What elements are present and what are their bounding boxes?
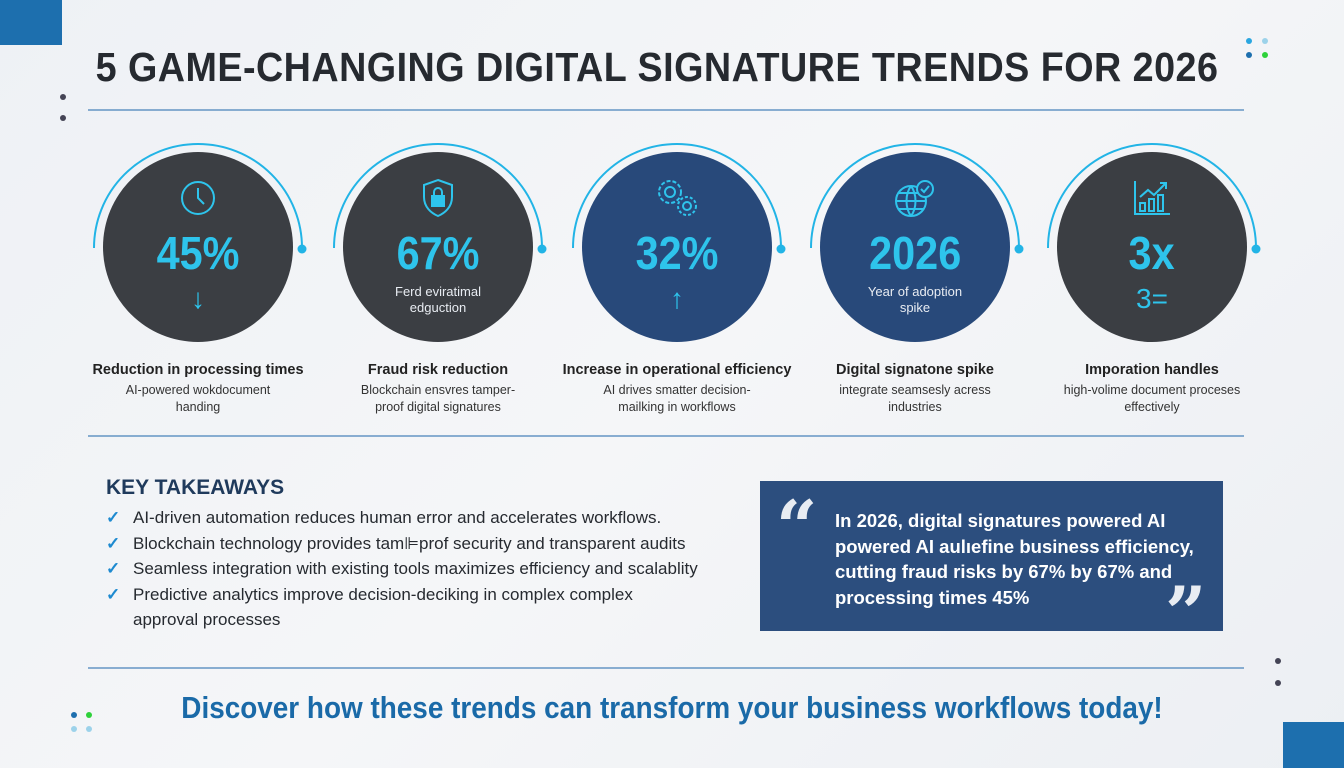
- clock-icon: [179, 178, 217, 218]
- takeaway-text: Blockchain technology provides tam⊫prof …: [133, 533, 686, 553]
- divider: [88, 667, 1244, 669]
- decor-dot: [60, 115, 66, 121]
- stat-card: 2026 Year of adoption spike Digital sign…: [795, 140, 1035, 430]
- decor-dot: [1246, 52, 1252, 58]
- progress-arc: [93, 143, 307, 254]
- stat-card: 67% Ferd eviratimal edguction Fraud risk…: [318, 140, 558, 430]
- progress-arc: [333, 143, 547, 254]
- decor-dot: [1275, 680, 1281, 686]
- corner-decoration: [1283, 722, 1344, 768]
- arc-end-dot: [1014, 244, 1024, 254]
- takeaway-text: Predictive analytics improve decision-de…: [133, 584, 633, 630]
- gears-icon: [652, 178, 702, 218]
- page-title: 5 GAME-CHANGING DIGITAL SIGNATURE TRENDS…: [95, 44, 1219, 90]
- stat-subtext: Year of adoption spike: [867, 284, 963, 315]
- takeaway-text: AI-driven automation reduces human error…: [133, 508, 662, 527]
- stat-description: AI drives smatter decision-mailking in w…: [603, 383, 751, 414]
- arc-end-dot: [537, 244, 547, 254]
- stat-value: 45%: [156, 227, 240, 279]
- bar-chart-icon: [1132, 178, 1172, 218]
- progress-arc: [810, 143, 1024, 254]
- stat-description: AI-powered wokdocument handing: [125, 383, 271, 414]
- quote-text: In 2026, digital signatures powered AI p…: [835, 510, 1194, 608]
- stat-label: Imporation handles: [1085, 362, 1219, 378]
- stat-label: Fraud risk reduction: [367, 362, 509, 378]
- decor-dot: [60, 94, 66, 100]
- arrow-down-icon: ↓: [191, 283, 205, 314]
- globe-check-icon: [893, 178, 937, 218]
- stat-value: 67%: [396, 227, 480, 279]
- stat-value: 32%: [635, 227, 719, 279]
- stat-description: high-volime document proceses effectivel…: [1063, 383, 1241, 414]
- decor-dot: [71, 726, 77, 732]
- stat-card: 32% ↑ Increase in operational efficiency…: [557, 140, 797, 430]
- stat-circle: 67% Ferd eviratimal edguction: [343, 152, 533, 342]
- stat-value: 2026: [868, 227, 962, 279]
- stat-subtext: Ferd eviratimal edguction: [395, 284, 481, 315]
- stat-description: integrate seamsesly acress industries: [839, 383, 991, 414]
- arrow-up-icon: ↑: [670, 283, 684, 314]
- stat-value: 3x: [1128, 227, 1176, 279]
- stat-card: 45% ↓ Reduction in processing times AI-p…: [78, 140, 318, 430]
- check-icon: ✓: [106, 508, 121, 527]
- stat-description: Blockchain ensvres tamper-proof digital …: [360, 383, 516, 414]
- takeaway-item: ✓ Predictive analytics improve decision-d…: [106, 582, 666, 633]
- takeaway-text: Seamless integration with existing tools…: [133, 559, 698, 578]
- divider: [88, 435, 1244, 437]
- decor-dot: [1262, 38, 1268, 44]
- check-icon: ✓: [106, 559, 121, 578]
- corner-decoration: [0, 0, 62, 45]
- stat-indicator: 3=: [1136, 283, 1168, 314]
- stat-label: Reduction in processing times: [92, 362, 304, 378]
- call-to-action: Discover how these trends can transform …: [181, 690, 1163, 725]
- stat-label: Digital signatone spike: [836, 362, 994, 378]
- progress-arc: [572, 143, 786, 254]
- stat-label: Increase in operational efficiency: [562, 362, 792, 378]
- stat-circle: 32% ↑: [582, 152, 772, 342]
- progress-arc: [1047, 143, 1261, 254]
- arc-end-dot: [297, 244, 307, 254]
- stat-circle: 2026 Year of adoption spike: [820, 152, 1010, 342]
- arc-end-dot: [776, 244, 786, 254]
- divider: [88, 109, 1244, 111]
- stat-card: 3x 3= Imporation handles high-volime doc…: [1032, 140, 1272, 430]
- stat-circle: 3x 3=: [1057, 152, 1247, 342]
- open-quote-icon: “: [776, 484, 818, 569]
- takeaway-item: ✓ Seamless integration with existing tool…: [106, 556, 698, 582]
- decor-dot: [1262, 52, 1268, 58]
- decor-dot: [1275, 658, 1281, 664]
- decor-dot: [86, 726, 92, 732]
- takeaways-title: KEY TAKEAWAYS: [106, 476, 285, 499]
- decor-dot: [1246, 38, 1252, 44]
- decor-dot: [71, 712, 77, 718]
- quote-box: “ In 2026, digital signatures powered AI…: [760, 481, 1223, 649]
- takeaway-item: ✓ AI-driven automation reduces human erro…: [106, 505, 698, 531]
- takeaway-item: ✓ Blockchain technology provides tam⊫prof…: [106, 531, 698, 557]
- takeaways-list: ✓ AI-driven automation reduces human erro…: [106, 505, 698, 633]
- close-quote-icon: ”: [1165, 570, 1207, 655]
- check-icon: ✓: [106, 584, 121, 604]
- arc-end-dot: [1251, 244, 1261, 254]
- decor-dot: [86, 712, 92, 718]
- shield-lock-icon: [421, 178, 455, 218]
- check-icon: ✓: [106, 533, 121, 553]
- stat-circle: 45% ↓: [103, 152, 293, 342]
